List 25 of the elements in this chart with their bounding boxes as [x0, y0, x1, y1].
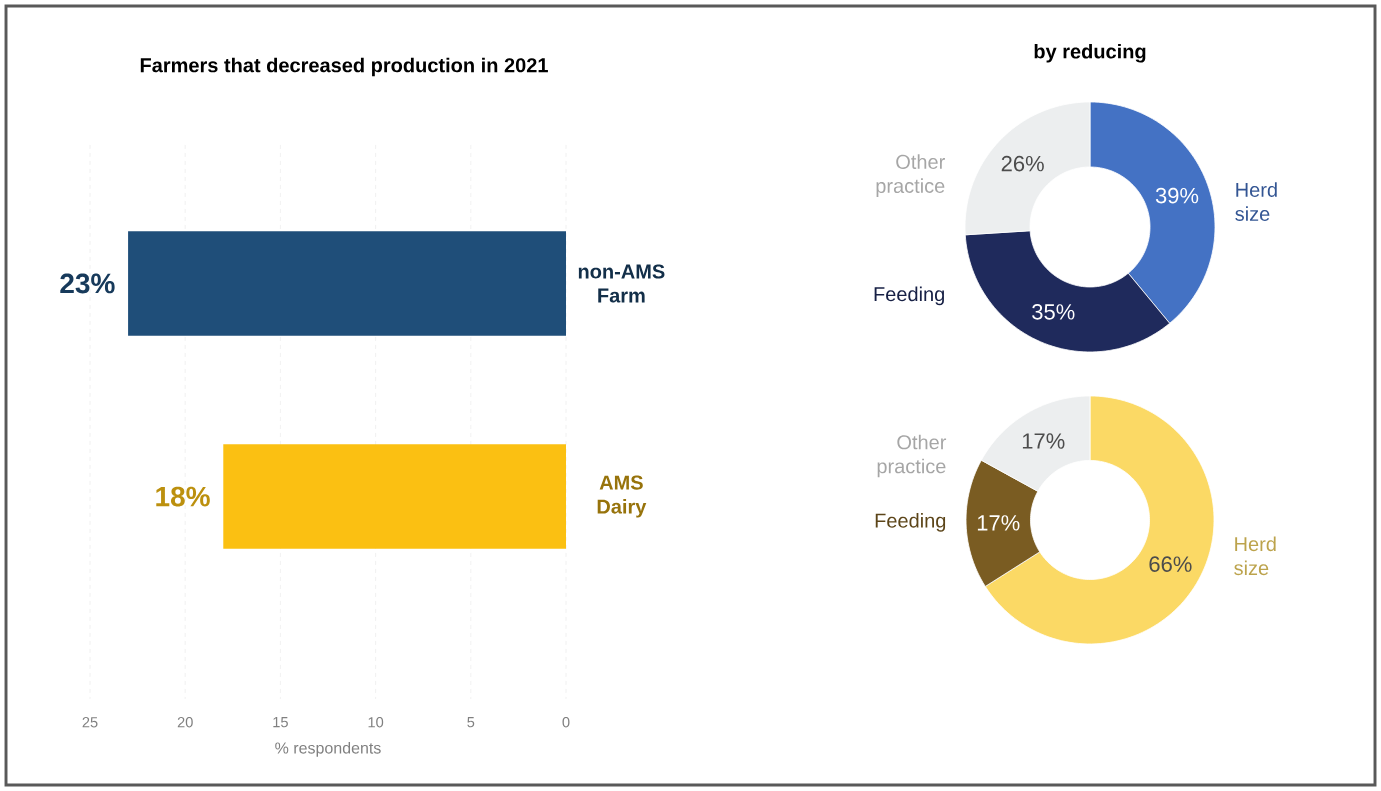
data-label: 17% [1022, 433, 1065, 449]
x-tick-label: 25 [82, 717, 98, 728]
y-tick-label: AMS Dairy [597, 475, 647, 518]
x-tick-label: 5 [467, 717, 475, 728]
chart-title: Farmers that decreased production in 2021 [140, 57, 548, 77]
x-tick-label: 15 [273, 717, 288, 728]
slice-label: Other practice [877, 434, 947, 478]
slice-label: Feeding [875, 513, 946, 532]
data-label: 66% [1149, 556, 1192, 572]
data-label: 18% [156, 486, 210, 507]
chart-title: by reducing [1034, 43, 1146, 63]
slice-label: Herd size [1235, 182, 1277, 221]
slice-label: Other practice [876, 154, 945, 197]
y-tick-label: non-AMS Farm [578, 264, 665, 303]
x-tick-label: 10 [368, 717, 384, 728]
data-label: 23% [60, 273, 115, 294]
x-tick-label: 20 [177, 717, 193, 728]
data-label: 17% [977, 515, 1020, 531]
data-label: 39% [1155, 187, 1199, 204]
data-label: 26% [1001, 155, 1044, 172]
data-label: 35% [1032, 304, 1075, 320]
slice-label: Herd size [1234, 536, 1276, 576]
x-axis-title: % respondents [275, 741, 381, 757]
x-tick-label: 0 [562, 717, 570, 728]
slice-label: Feeding [874, 286, 944, 306]
